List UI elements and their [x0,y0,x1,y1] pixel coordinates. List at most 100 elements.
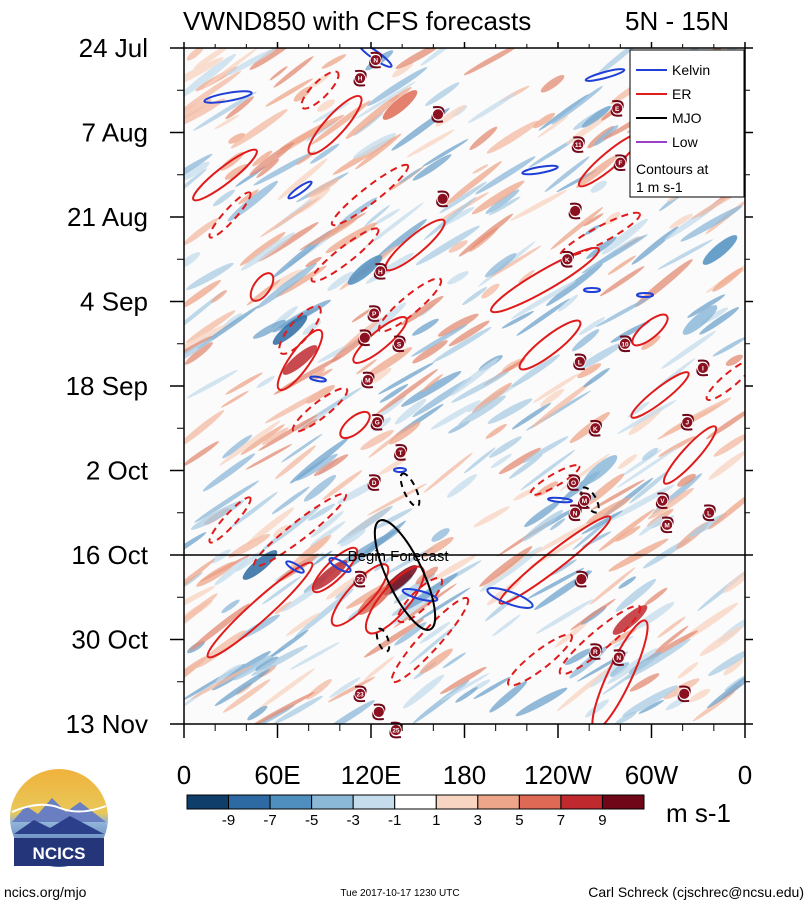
shading-streak [648,487,694,520]
shading-streak [629,470,670,504]
storm-label: L [707,510,711,517]
storm-label: M [582,498,587,505]
shading-streak [271,629,309,657]
kelvin-contour [285,560,305,574]
colorbar-swatch [560,794,603,810]
shading-streak [551,85,603,125]
colorbar-swatch [186,794,230,810]
storm-marker [574,570,588,588]
shading-streak [420,48,460,66]
shading-streak [247,705,268,721]
storm-marker: V [655,492,669,510]
shading-streak [372,208,401,227]
kelvin-contour [636,292,654,298]
shading-streak [699,626,742,657]
shading-streak [513,488,536,501]
storm-marker: K [588,419,602,437]
legend-note-line2: 1 m s-1 [636,179,683,195]
kelvin-contour [287,180,313,200]
storm-marker: 23 [353,685,367,703]
shading-streak [443,161,502,207]
shading-streak [306,178,340,198]
shading-streak [435,104,466,127]
shading-streak [481,283,500,299]
shading-streak [641,335,661,350]
shading-streak [615,525,641,542]
shading-streak [448,320,490,347]
shading-streak [641,447,659,461]
shading-streak [431,554,476,581]
storm-marker: L [702,504,716,522]
shading-streak [214,114,240,130]
shading-streak [305,679,332,700]
shading-streak [508,454,543,479]
storm-label: O [571,480,576,487]
shading-streak [677,473,696,487]
shading-streak [546,263,603,307]
er-contour [208,496,252,544]
shading-streak [598,508,655,552]
shading-streak [184,53,237,99]
shading-streak [184,342,213,365]
shading-streak [384,547,435,575]
storm-marker: S [392,335,406,353]
shading-streak [186,369,238,399]
shading-streak [527,567,585,599]
shading-streak [471,382,512,414]
shading-streak [251,644,308,676]
shading-streak [713,433,745,457]
shading-streak [240,232,295,271]
colorbar-swatch [352,794,396,810]
shading-streak [451,371,510,403]
shading-streak [571,329,600,352]
footer-site-link[interactable]: ncics.org/mjo [4,884,87,900]
shading-streak [688,513,727,538]
shading-streak [351,308,373,323]
legend-entry-kelvin: Kelvin [636,62,710,78]
storm-label: K [565,257,570,264]
shading-streak [441,672,490,701]
shading-streak [222,679,271,713]
er-contour [506,633,574,687]
shading-streak [310,143,340,164]
shading-streak [273,695,323,724]
shading-streak [419,621,451,644]
er-contour [311,546,359,594]
shading-streak [252,150,273,167]
shading-streak [473,676,511,700]
shading-streak [692,691,735,722]
shading-streak [599,266,645,297]
shading-streak [487,398,533,424]
shading-streak [488,196,521,216]
colorbar-swatch [601,794,645,810]
shading-streak [400,295,444,326]
shading-streak [379,384,409,403]
storm-label: D [372,480,377,487]
shading-streak [355,81,416,119]
shading-streak [190,500,245,530]
legend-label-er: ER [672,86,691,102]
kelvin-contour [547,496,573,504]
shading-streak [533,518,598,555]
shading-streak [225,48,277,76]
shading-streak [706,661,745,709]
storm-marker: 10 [618,335,632,353]
shading-streak [421,139,469,167]
shading-streak [310,218,357,246]
shading-streak [401,371,462,407]
shading-streak [215,664,243,684]
shading-streak [455,687,478,703]
shading-streak [576,155,618,188]
colorbar-tick-label: -5 [305,812,318,829]
shading-streak [230,491,278,529]
storm-marker: H [373,262,387,280]
shading-streak [184,585,216,613]
storm-label: R [593,649,598,656]
shading-streak [323,700,375,724]
shading-streak [211,290,227,303]
shading-core [272,315,308,345]
shading-streak [184,98,212,127]
logo-text: NCICS [33,844,86,863]
shading-streak [289,642,340,670]
shading-streak [439,666,487,695]
